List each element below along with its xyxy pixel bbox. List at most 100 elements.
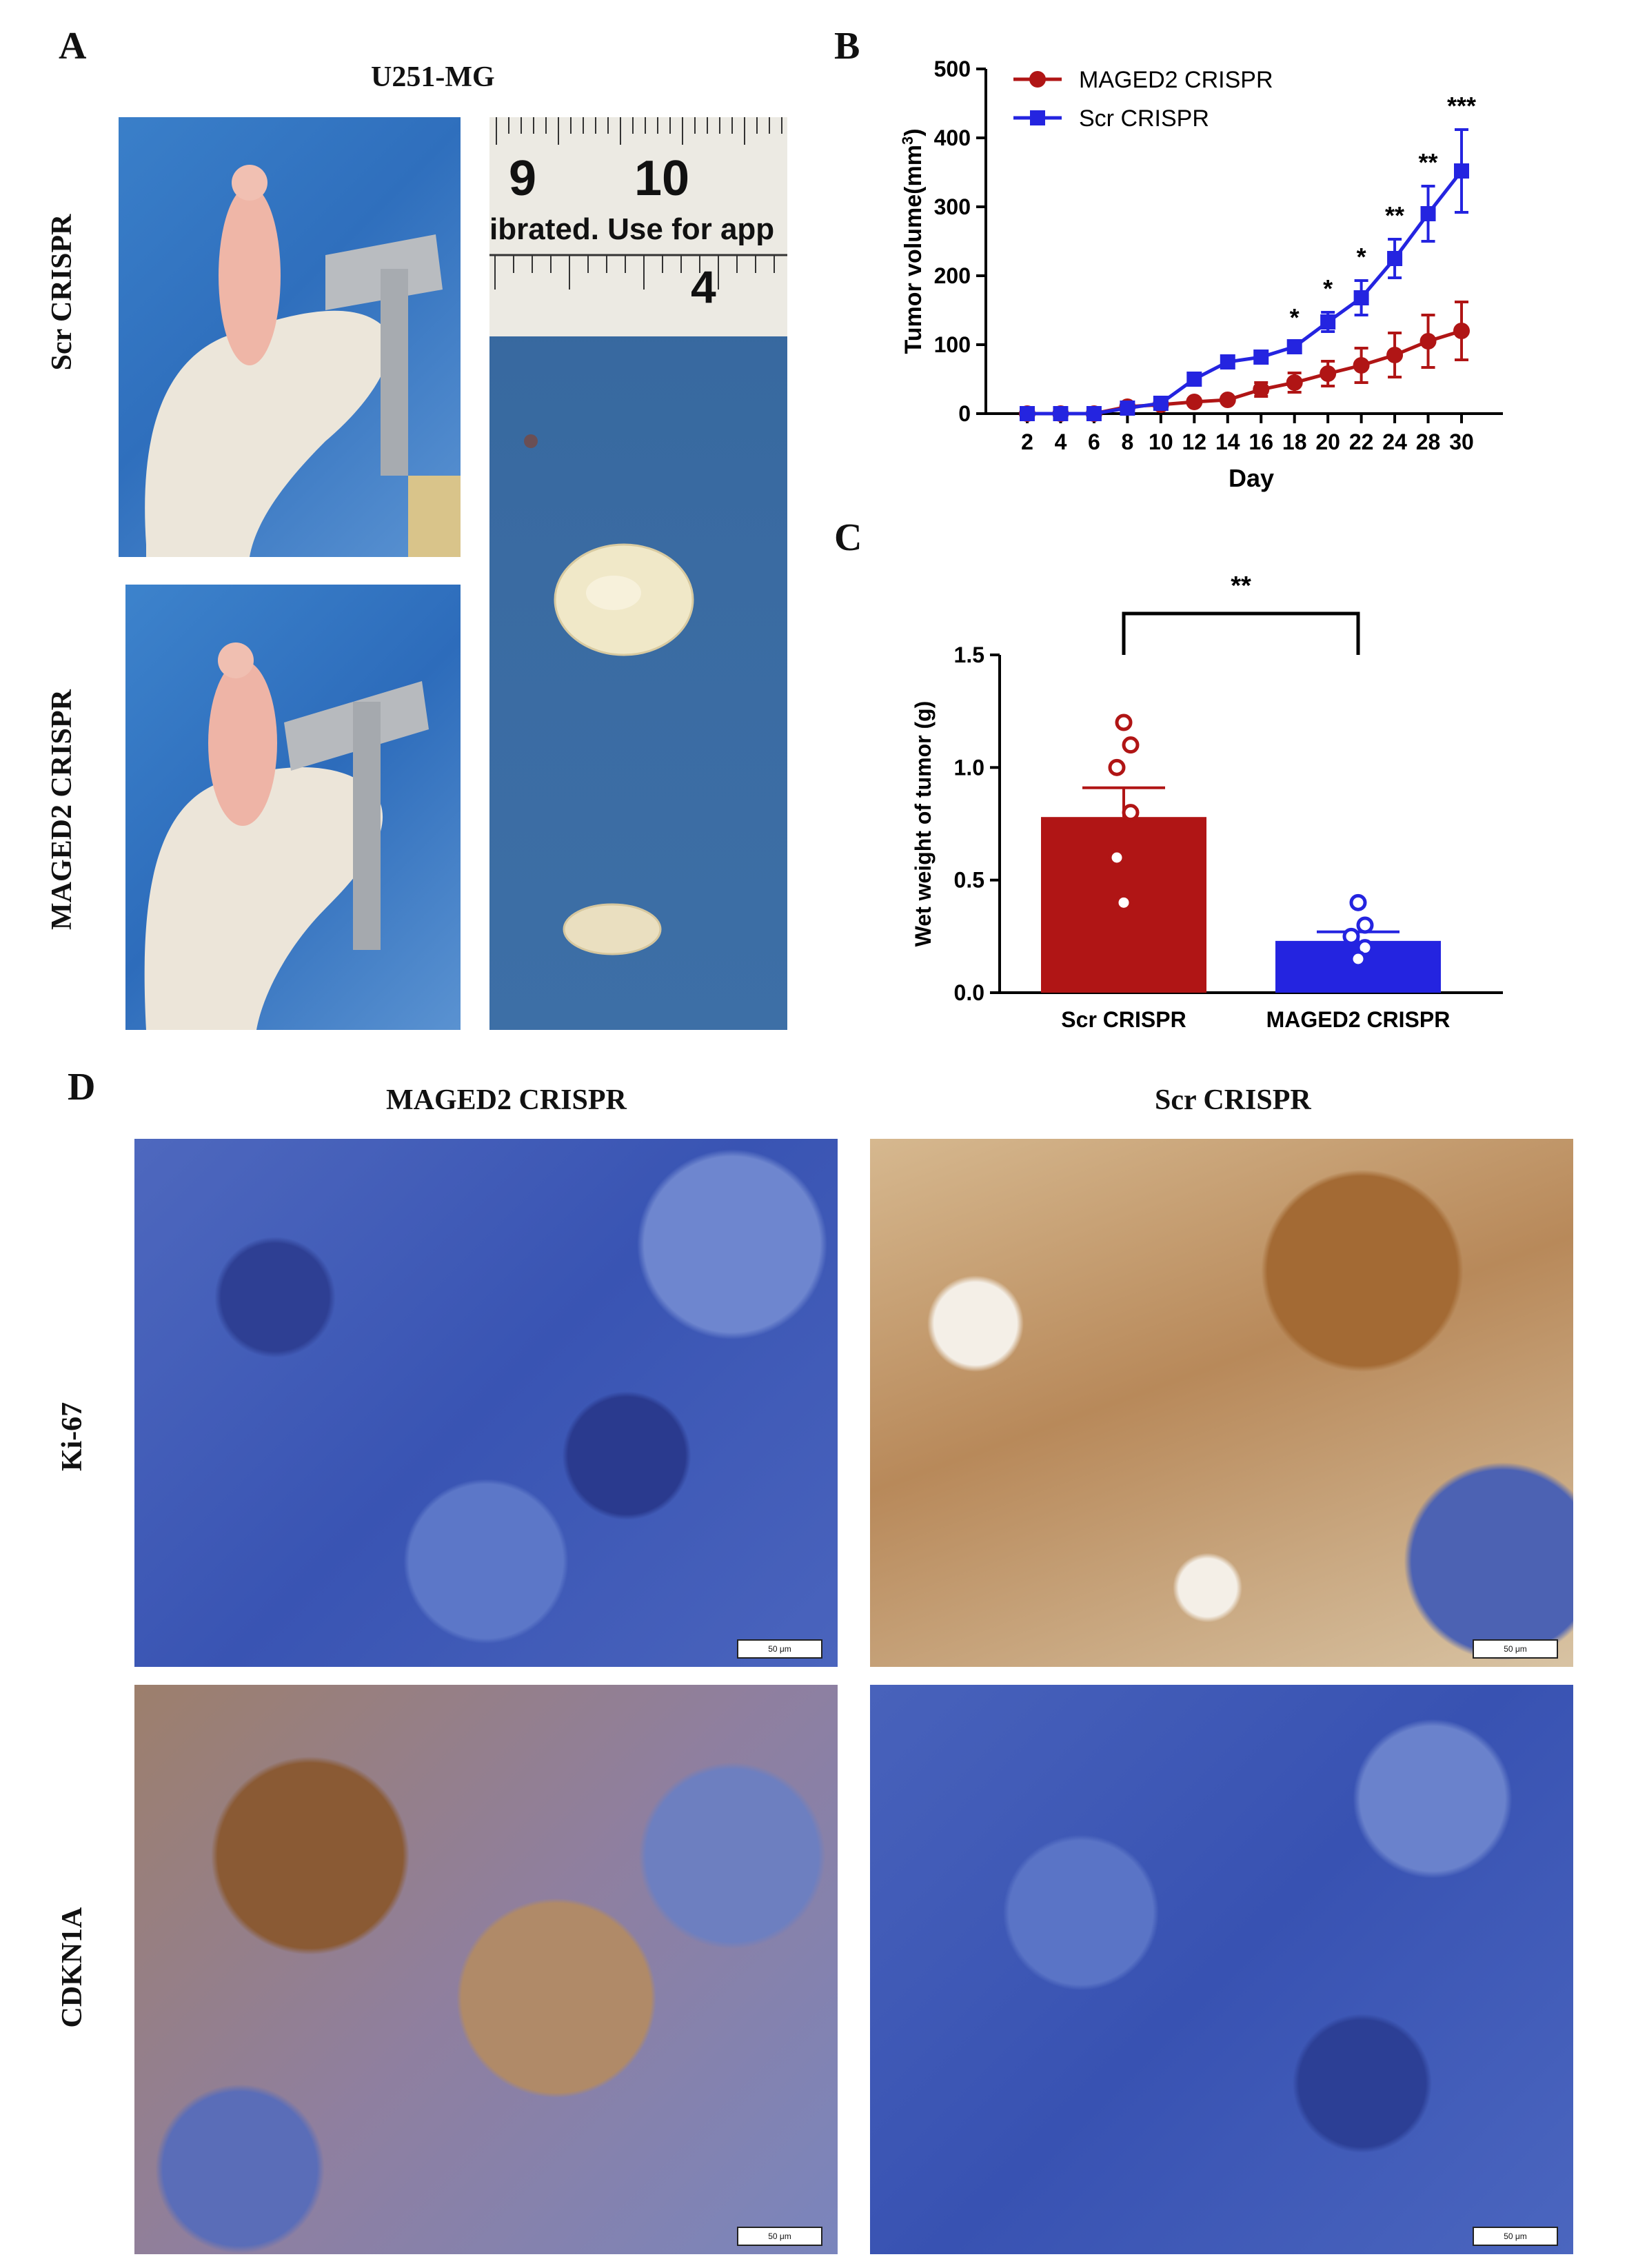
data-point: [1115, 893, 1133, 911]
legend-label: MAGED2 CRISPR: [1079, 67, 1273, 93]
data-point: [1186, 394, 1203, 410]
significance-marker: **: [1231, 571, 1251, 600]
y-tick-label: 200: [934, 263, 971, 288]
data-point: [1153, 396, 1169, 411]
panel-a-row-label-maged2: MAGED2 CRISPR: [46, 689, 78, 930]
y-tick-label: 0.0: [954, 980, 984, 1005]
data-point: [1387, 251, 1403, 266]
data-point: [1342, 927, 1360, 945]
data-point: [1115, 713, 1133, 731]
data-point: [1353, 357, 1370, 374]
legend-marker: [1029, 71, 1046, 88]
data-point: [1219, 392, 1236, 408]
y-tick-label: 400: [934, 125, 971, 150]
significance-marker: **: [1419, 148, 1438, 176]
data-point: [1320, 365, 1337, 382]
ihc-cdkn1a-scr: 50 μm: [870, 1685, 1573, 2254]
y-tick-label: 100: [934, 332, 971, 357]
x-tick-label: 18: [1282, 429, 1307, 454]
data-point: [1353, 290, 1369, 305]
ihc-cdkn1a-maged2: 50 μm: [134, 1685, 838, 2254]
significance-marker: *: [1323, 274, 1333, 303]
y-tick-label: 1.5: [954, 642, 984, 667]
y-tick-label: 300: [934, 194, 971, 219]
x-tick-label: 10: [1149, 429, 1173, 454]
data-point: [1420, 206, 1436, 221]
ruler-number-9: 9: [509, 151, 537, 206]
y-tick-label: 0: [958, 401, 971, 426]
data-point: [1053, 406, 1069, 421]
x-tick-label: 22: [1349, 429, 1374, 454]
mouse-photo-scr: [119, 117, 461, 557]
data-point: [1356, 916, 1374, 934]
mouse-photo-maged2: [125, 585, 461, 1030]
panel-d-letter: D: [68, 1066, 96, 1108]
data-point: [1454, 163, 1469, 179]
data-point: [1253, 350, 1269, 365]
x-tick-label: 14: [1215, 429, 1240, 454]
data-point: [1108, 849, 1126, 867]
significance-bracket: [1122, 611, 1360, 655]
ihc-ki67-scr: 50 μm: [870, 1139, 1573, 1667]
x-tick-label: 28: [1416, 429, 1441, 454]
x-tick-label: 6: [1088, 429, 1100, 454]
panel-b-letter: B: [834, 25, 860, 68]
tumor-weight-chart: 0.0 0.5 1.0 1.5 Wet weight of tumor (g) Scr C…: [911, 571, 1503, 1032]
ruler-number-10: 10: [634, 151, 690, 206]
scale-bar: 50 μm: [1473, 2227, 1558, 2246]
data-point: [1122, 804, 1140, 822]
data-point: [1286, 374, 1303, 391]
y-tick-label: 500: [934, 57, 971, 81]
data-point: [1349, 893, 1367, 911]
ruler-number-4: 4: [691, 261, 716, 312]
ruler-caption: ibrated. Use for app: [489, 212, 775, 246]
x-tick-label: 16: [1249, 429, 1273, 454]
data-point: [1122, 736, 1140, 754]
significance-marker: ***: [1447, 92, 1476, 120]
scale-bar: 50 μm: [737, 2227, 822, 2246]
data-point: [1086, 406, 1102, 421]
scale-bar: 50 μm: [1473, 1639, 1558, 1659]
category-label: Scr CRISPR: [1061, 1007, 1186, 1032]
data-point: [1020, 406, 1035, 421]
data-point: [1419, 333, 1437, 350]
scale-bar: 50 μm: [737, 1639, 822, 1659]
category-label: MAGED2 CRISPR: [1266, 1007, 1451, 1032]
significance-marker: *: [1290, 303, 1300, 332]
significance-marker: *: [1357, 243, 1366, 271]
data-point: [1320, 314, 1336, 330]
x-tick-label: 30: [1449, 429, 1474, 454]
data-point: [1120, 401, 1135, 416]
panel-c-letter: C: [834, 516, 862, 559]
data-point: [1220, 354, 1235, 369]
y-axis-label: Tumor volume(mm3): [899, 128, 927, 354]
data-point: [1253, 381, 1270, 398]
panel-d-col-label-scr: Scr CRISPR: [1155, 1084, 1311, 1116]
x-axis-label: Day: [1229, 464, 1274, 492]
panel-d-col-label-maged2: MAGED2 CRISPR: [386, 1084, 627, 1116]
panel-d-row-label-cdkn1a: CDKN1A: [57, 1907, 88, 2028]
x-tick-label: 12: [1182, 429, 1207, 454]
tumor-ruler-photo: 9 10 ibrated. Use for app 4: [489, 117, 787, 1030]
y-axis-label: Wet weight of tumor (g): [911, 701, 936, 947]
panel-a-title: U251-MG: [371, 61, 495, 93]
data-point: [1386, 347, 1404, 363]
data-point: [1108, 758, 1126, 776]
y-tick-label: 1.0: [954, 755, 984, 780]
data-point: [1286, 339, 1302, 354]
x-tick-label: 8: [1121, 429, 1133, 454]
panel-a-row-label-scr: Scr CRISPR: [46, 214, 78, 371]
ihc-ki67-maged2: 50 μm: [134, 1139, 838, 1667]
x-tick-label: 24: [1382, 429, 1407, 454]
panel-d-row-label-ki67: Ki-67: [57, 1401, 88, 1472]
data-point: [1186, 372, 1202, 387]
series-line-0: [1027, 329, 1462, 416]
x-tick-label: 2: [1021, 429, 1033, 454]
data-point: [1453, 323, 1470, 339]
significance-marker: **: [1385, 201, 1404, 230]
y-tick-label: 0.5: [954, 868, 984, 893]
x-tick-label: 4: [1055, 429, 1067, 454]
tumor-maged2: [563, 903, 662, 955]
data-point: [1349, 950, 1367, 968]
